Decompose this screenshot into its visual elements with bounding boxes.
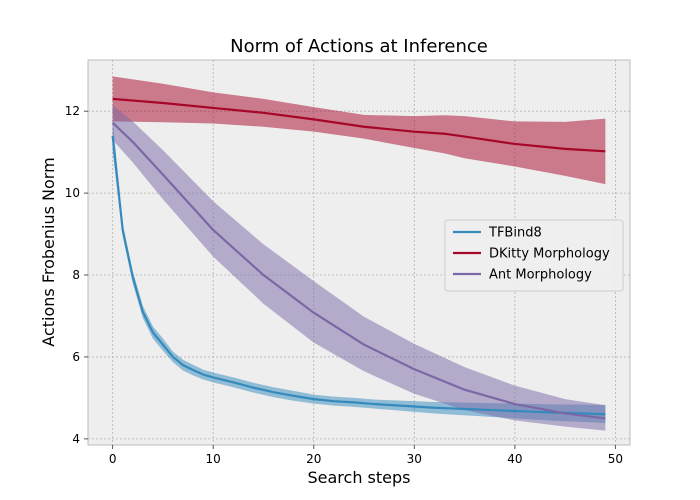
- y-axis-ticks: 4 6 8 10 12: [65, 104, 88, 446]
- x-tick-label: 20: [306, 452, 321, 466]
- x-tick-label: 0: [109, 452, 117, 466]
- series-lines: [111, 97, 606, 420]
- y-tick-label: 4: [72, 432, 80, 446]
- y-tick-label: 12: [65, 104, 80, 118]
- y-tick-label: 8: [72, 268, 80, 282]
- legend: TFBind8 DKitty Morphology Ant Morphology: [444, 219, 624, 292]
- line-ant-morphology: [111, 121, 606, 420]
- y-tick-label: 6: [72, 350, 80, 364]
- x-tick-label: 30: [407, 452, 422, 466]
- plot-frame: [87, 59, 631, 446]
- x-tick-label: 10: [206, 452, 221, 466]
- x-tick-label: 40: [507, 452, 522, 466]
- band-ant-morphology: [112, 105, 606, 431]
- legend-label: Ant Morphology: [489, 268, 592, 283]
- legend-box: [444, 219, 624, 292]
- x-axis-label: Search steps: [308, 468, 411, 487]
- x-axis-ticks: 0 10 20 30 40 50: [109, 445, 623, 466]
- y-axis-label: Actions Frobenius Norm: [39, 157, 58, 346]
- legend-label: TFBind8: [488, 226, 542, 241]
- line-dkitty-morphology: [112, 97, 606, 153]
- chart-title: Norm of Actions at Inference: [230, 36, 488, 57]
- y-tick-label: 10: [65, 186, 80, 200]
- x-tick-label: 50: [608, 452, 623, 466]
- confidence-bands: [112, 76, 606, 431]
- legend-label: DKitty Morphology: [489, 247, 610, 262]
- line-tfbind8: [111, 135, 606, 416]
- band-dkitty-morphology: [112, 76, 606, 185]
